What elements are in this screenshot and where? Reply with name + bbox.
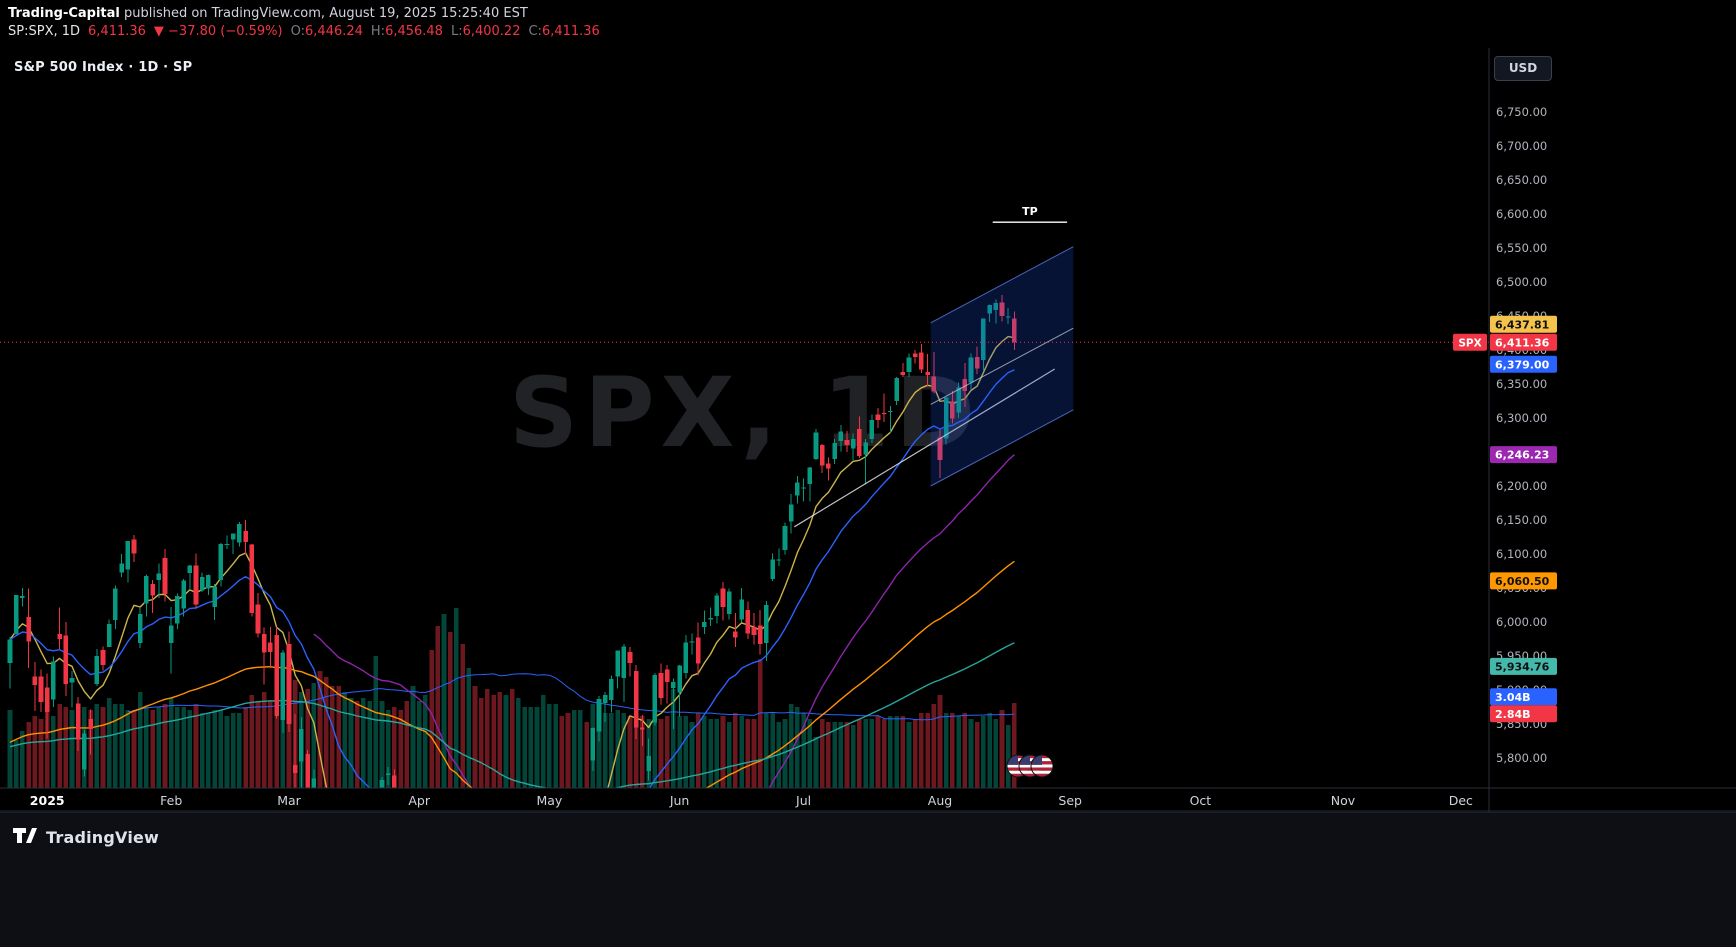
axis-badge-ema100-value: 6,060.50 [1490,572,1557,590]
svg-text:6,150.00: 6,150.00 [1496,513,1547,527]
svg-text:Feb: Feb [160,793,182,808]
svg-text:6,437.81: 6,437.81 [1495,318,1549,331]
svg-text:May: May [536,793,562,808]
axis-badge-ema9-value: 6,437.81 [1490,315,1557,333]
published-header: Trading-Capital published on TradingView… [0,0,1736,48]
change-text: ▼ −37.80 (−0.59%) [153,24,283,39]
svg-text:6,500.00: 6,500.00 [1496,275,1547,289]
axis-badge-last-price: SPX 6,411.36 [1453,333,1557,351]
tp-line[interactable]: TP [992,205,1068,223]
open-label: O: [290,24,306,39]
us-flag-event-icon [1019,755,1041,777]
axis-badge-sma50-value: 6,246.23 [1490,446,1557,464]
svg-text:SPX: SPX [1458,337,1481,349]
last-price-text: 6,411.36 [88,24,146,39]
candles-layer [7,294,1017,788]
channel-drawing[interactable] [930,246,1074,487]
svg-text:Nov: Nov [1331,793,1356,808]
svg-text:6,246.23: 6,246.23 [1495,449,1549,462]
axis-badge-volume-value: 2.84B [1490,705,1557,723]
close-label: C: [528,24,542,39]
us-flag-event-icon [1007,755,1029,777]
svg-text:6,300.00: 6,300.00 [1496,411,1547,425]
brand-row: TradingView [0,813,1736,849]
svg-text:TP: TP [1022,205,1038,218]
svg-text:6,700.00: 6,700.00 [1496,139,1547,153]
open-value: 6,446.24 [305,24,363,39]
svg-text:Jun: Jun [669,793,690,808]
svg-text:5,800.00: 5,800.00 [1496,751,1547,765]
svg-text:5,934.76: 5,934.76 [1495,660,1550,673]
symbol-label: SP:SPX, 1D [8,24,81,39]
svg-text:6,750.00: 6,750.00 [1496,105,1547,119]
svg-text:3.04B: 3.04B [1495,691,1531,704]
brand-name[interactable]: TradingView [46,827,160,847]
close-value: 6,411.36 [541,24,600,39]
svg-text:6,060.50: 6,060.50 [1495,575,1550,588]
svg-text:Jul: Jul [795,793,811,808]
price-axis[interactable]: 5,800.005,850.005,900.005,950.006,000.00… [0,48,1736,812]
quote-line: SP:SPX, 1D 6,411.36 ▼ −37.80 (−0.59%) O:6,4… [8,23,1736,41]
watermark: SPX, 1D [509,357,981,469]
svg-text:2025: 2025 [30,793,65,808]
svg-text:6,350.00: 6,350.00 [1496,377,1547,391]
svg-text:Aug: Aug [928,793,952,808]
svg-text:6,550.00: 6,550.00 [1496,241,1547,255]
high-value: 6,456.48 [385,24,443,39]
time-axis[interactable]: 2025 Feb Mar Apr May Jun Jul Aug Sep Oct Nov Dec [30,793,1473,808]
publish-line: Trading-Capital published on TradingView… [8,5,1736,23]
svg-text:6,100.00: 6,100.00 [1496,547,1547,561]
low-value: 6,400.22 [462,24,521,39]
snapshot-footer: TradingView [0,812,1736,947]
svg-text:6,200.00: 6,200.00 [1496,479,1547,493]
chart-legend-title: S&P 500 Index · 1D · SP [14,60,193,75]
svg-text:Oct: Oct [1190,793,1212,808]
svg-text:6,000.00: 6,000.00 [1496,615,1547,629]
drawings-layer[interactable]: TP [793,205,1074,528]
svg-text:Mar: Mar [277,793,301,808]
axis-badge-ema21-value: 6,379.00 [1490,355,1557,373]
svg-text:6,650.00: 6,650.00 [1496,173,1547,187]
chart-area: SPX, 1D TP5,800.005,850.005,900.005,950.0… [0,48,1736,812]
tradingview-logo-icon[interactable] [12,825,38,849]
axis-badge-volume-ma-value: 3.04B [1490,688,1557,706]
event-flags[interactable] [1006,754,1054,778]
low-label: L: [450,24,463,39]
svg-text:6,379.00: 6,379.00 [1495,358,1550,371]
us-flag-event-icon [1031,755,1053,777]
svg-text:SPX, 1D: SPX, 1D [509,357,981,469]
volume-layer [7,608,1017,788]
high-label: H: [370,24,386,39]
author-name: Trading-Capital [8,6,120,21]
trendline-drawing [793,368,1056,528]
axis-badge-ema200-value: 5,934.76 [1490,657,1557,675]
price-chart[interactable]: SPX, 1D TP5,800.005,850.005,900.005,950.0… [0,48,1736,812]
publish-info: published on TradingView.com, August 19,… [119,6,528,21]
svg-text:6,600.00: 6,600.00 [1496,207,1547,221]
svg-text:Apr: Apr [408,793,430,808]
currency-toggle-button[interactable]: USD [1494,56,1552,81]
svg-text:6,411.36: 6,411.36 [1495,336,1550,349]
svg-text:Dec: Dec [1449,793,1473,808]
svg-text:Sep: Sep [1058,793,1082,808]
svg-text:2.84B: 2.84B [1495,708,1531,721]
